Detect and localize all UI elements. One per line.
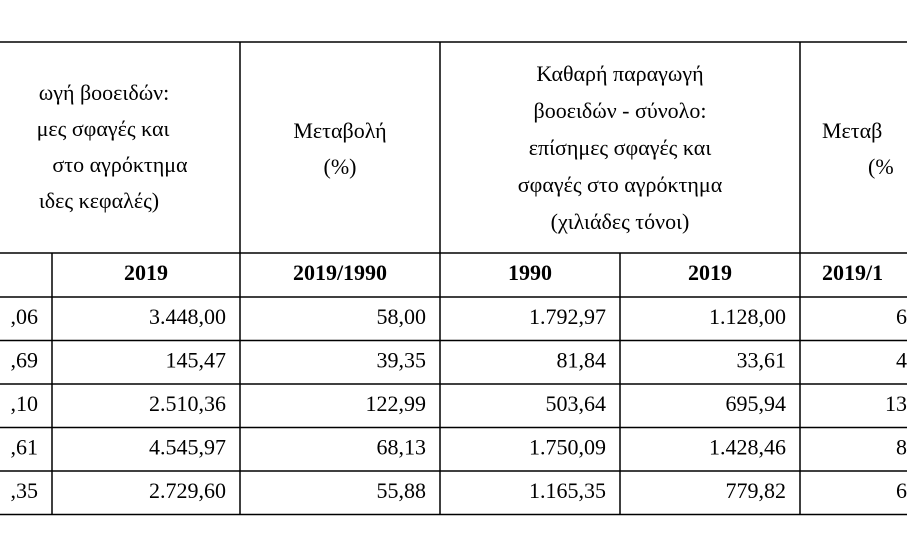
cell-text: 58,00 — [377, 304, 427, 329]
header-text: Μεταβ — [822, 118, 882, 143]
cell-text: 33,61 — [737, 347, 787, 372]
header-text: Καθαρή παραγωγή — [536, 61, 703, 86]
cell-text: 4 — [896, 347, 907, 372]
cell-text: 6 — [896, 304, 907, 329]
cell-text: 779,82 — [726, 478, 787, 503]
header-text: σφαγές στο αγρόκτημα — [518, 172, 723, 197]
cell-text: 1.750,09 — [529, 434, 606, 459]
header-text: (% — [868, 154, 894, 179]
header-text: μες σφαγές και — [37, 116, 170, 141]
cell-text: 13 — [885, 391, 907, 416]
subheader-text: 2019/1 — [822, 260, 883, 285]
cell-text: 122,99 — [366, 391, 427, 416]
cell-text: 2.510,36 — [149, 391, 226, 416]
subheader-text: 1990 — [508, 260, 552, 285]
cell-text: ,69 — [11, 347, 39, 372]
cell-text: 3.448,00 — [149, 304, 226, 329]
header-text: (χιλιάδες τόνοι) — [551, 209, 690, 234]
cell-text: ,61 — [11, 434, 39, 459]
cell-text: 1.428,46 — [709, 434, 786, 459]
cell-text: 68,13 — [377, 434, 427, 459]
header-text: (%) — [324, 154, 357, 179]
cell-text: 4.545,97 — [149, 434, 226, 459]
header-text: ωγή βοοειδών: — [39, 80, 169, 105]
cell-text: 8 — [896, 434, 907, 459]
cell-text: 81,84 — [557, 347, 607, 372]
cell-text: 39,35 — [377, 347, 427, 372]
cell-text: 1.792,97 — [529, 304, 606, 329]
header-text: ιδες κεφαλές) — [39, 188, 159, 213]
header-text: επίσημες σφαγές και — [529, 135, 712, 160]
subheader-text: 2019/1990 — [293, 260, 387, 285]
cell-text: 1.128,00 — [709, 304, 786, 329]
cell-text: 6 — [896, 478, 907, 503]
cell-text: ,06 — [11, 304, 39, 329]
cell-text: ,35 — [11, 478, 39, 503]
cell-text: 695,94 — [726, 391, 787, 416]
cell-text: 503,64 — [546, 391, 607, 416]
header-text: βοοειδών - σύνολο: — [534, 98, 707, 123]
cell-text: 2.729,60 — [149, 478, 226, 503]
cell-text: 55,88 — [377, 478, 427, 503]
cell-text: 1.165,35 — [529, 478, 606, 503]
cell-text: 145,47 — [166, 347, 227, 372]
subheader-text: 2019 — [688, 260, 732, 285]
cell-text: ,10 — [11, 391, 39, 416]
subheader-text: 2019 — [124, 260, 168, 285]
header-text: στο αγρόκτημα — [52, 152, 188, 177]
header-text: Μεταβολή — [293, 118, 386, 143]
